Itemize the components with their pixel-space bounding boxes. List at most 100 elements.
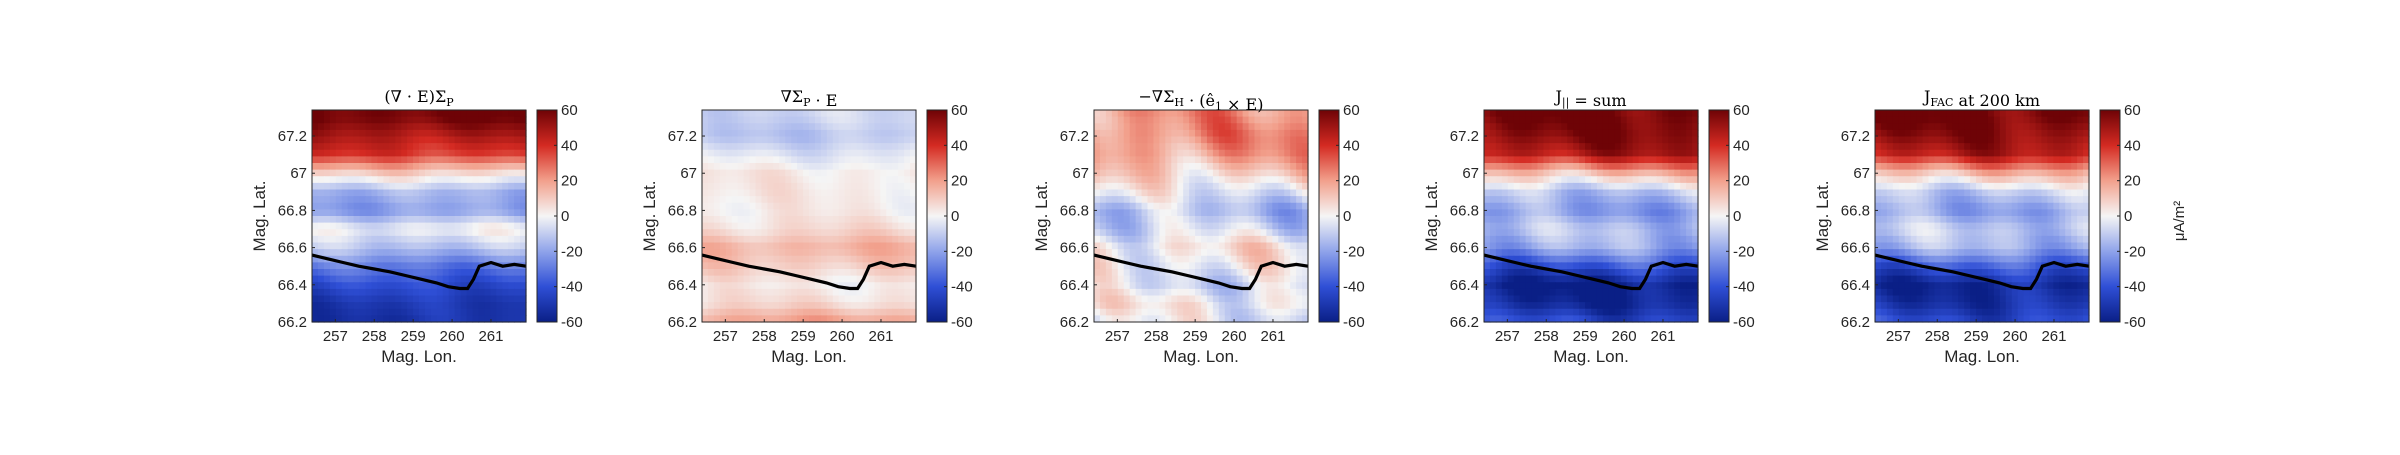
heatmap-cell xyxy=(779,262,786,269)
heatmap-cell xyxy=(857,176,864,183)
heatmap-cell xyxy=(821,269,828,276)
heatmap-cell xyxy=(1656,137,1663,144)
heatmap-cell xyxy=(1124,190,1131,197)
heatmap-cell xyxy=(1573,256,1580,263)
heatmap-cell xyxy=(461,130,468,137)
heatmap-cell xyxy=(425,130,432,137)
heatmap-cell xyxy=(1142,302,1149,309)
heatmap-cell xyxy=(863,183,870,190)
heatmap-cell xyxy=(1585,163,1592,170)
heatmap-cell xyxy=(720,243,727,250)
heatmap-cell xyxy=(1543,209,1550,216)
heatmap-cell xyxy=(720,309,727,316)
heatmap-cell xyxy=(1502,137,1509,144)
heatmap-cell xyxy=(413,123,420,130)
heatmap-cell xyxy=(1934,130,1941,137)
heatmap-cell xyxy=(324,170,331,177)
heatmap-cell xyxy=(892,110,899,117)
heatmap-cell xyxy=(1142,163,1149,170)
heatmap-cell xyxy=(1627,302,1634,309)
heatmap-cell xyxy=(1136,296,1143,303)
heatmap-cell xyxy=(484,117,491,124)
heatmap-cell xyxy=(1674,309,1681,316)
heatmap-cell xyxy=(1656,276,1663,283)
heatmap-cell xyxy=(1266,137,1273,144)
heatmap-cell xyxy=(809,176,816,183)
heatmap-cell xyxy=(2077,117,2084,124)
heatmap-cell xyxy=(726,117,733,124)
heatmap-cell xyxy=(508,216,515,223)
heatmap-cell xyxy=(1668,156,1675,163)
heatmap-cell xyxy=(2024,143,2031,150)
heatmap-cell xyxy=(1579,190,1586,197)
heatmap-cell xyxy=(845,243,852,250)
heatmap-cell xyxy=(490,143,497,150)
heatmap-cell xyxy=(1615,296,1622,303)
heatmap-cell xyxy=(1243,170,1250,177)
heatmap-cell xyxy=(1195,163,1202,170)
heatmap-cell xyxy=(1609,196,1616,203)
heatmap-cell xyxy=(1538,196,1545,203)
heatmap-cell xyxy=(886,143,893,150)
heatmap-cell xyxy=(874,289,881,296)
heatmap-cell xyxy=(389,143,396,150)
heatmap-cell xyxy=(467,296,474,303)
heatmap-cell xyxy=(785,183,792,190)
heatmap-cell xyxy=(461,176,468,183)
heatmap-cell xyxy=(892,156,899,163)
heatmap-cell xyxy=(1555,143,1562,150)
heatmap-cell xyxy=(360,229,367,236)
heatmap-cell xyxy=(389,276,396,283)
heatmap-cell xyxy=(354,256,361,263)
heatmap-cell xyxy=(1573,289,1580,296)
heatmap-cell xyxy=(324,123,331,130)
heatmap-cell xyxy=(1136,269,1143,276)
heatmap-cell xyxy=(1207,203,1214,210)
heatmap-cell xyxy=(336,289,343,296)
heatmap-cell xyxy=(1231,289,1238,296)
heatmap-cell xyxy=(502,123,509,130)
heatmap-cell xyxy=(461,203,468,210)
heatmap-cell xyxy=(874,196,881,203)
heatmap-cell xyxy=(1272,176,1279,183)
heatmap-cell xyxy=(1266,176,1273,183)
heatmap-cell xyxy=(1573,262,1580,269)
heatmap-cell xyxy=(1561,302,1568,309)
heatmap-cell xyxy=(1290,296,1297,303)
heatmap-cell xyxy=(738,110,745,117)
heatmap-cell xyxy=(1130,150,1137,157)
heatmap-cell xyxy=(1639,110,1646,117)
heatmap-cell xyxy=(714,176,721,183)
heatmap-cell xyxy=(1686,229,1693,236)
heatmap-cell xyxy=(1538,110,1545,117)
heatmap-cell xyxy=(880,209,887,216)
heatmap-cell xyxy=(761,150,768,157)
heatmap-cell xyxy=(797,282,804,289)
heatmap-cell xyxy=(449,243,456,250)
heatmap-cell xyxy=(1520,130,1527,137)
heatmap-cell xyxy=(1290,203,1297,210)
heatmap-cell xyxy=(455,256,462,263)
heatmap-cell xyxy=(330,196,337,203)
heatmap-cell xyxy=(827,256,834,263)
heatmap-cell xyxy=(1112,170,1119,177)
heatmap-cell xyxy=(413,262,420,269)
heatmap-cell xyxy=(1260,130,1267,137)
heatmap-cell xyxy=(886,216,893,223)
heatmap-cell xyxy=(1567,156,1574,163)
heatmap-cell xyxy=(1627,110,1634,117)
heatmap-cell xyxy=(1621,256,1628,263)
heatmap-cell xyxy=(1266,209,1273,216)
heatmap-cell xyxy=(1650,289,1657,296)
heatmap-cell xyxy=(437,289,444,296)
heatmap-cell xyxy=(437,249,444,256)
heatmap-cell xyxy=(1237,203,1244,210)
heatmap-cell xyxy=(874,163,881,170)
heatmap-cell xyxy=(1645,156,1652,163)
heatmap-cell xyxy=(1561,289,1568,296)
heatmap-cell xyxy=(2018,123,2025,130)
heatmap-cell xyxy=(2053,117,2060,124)
heatmap-cell xyxy=(1284,216,1291,223)
heatmap-cell xyxy=(1520,163,1527,170)
heatmap-cell xyxy=(1177,262,1184,269)
